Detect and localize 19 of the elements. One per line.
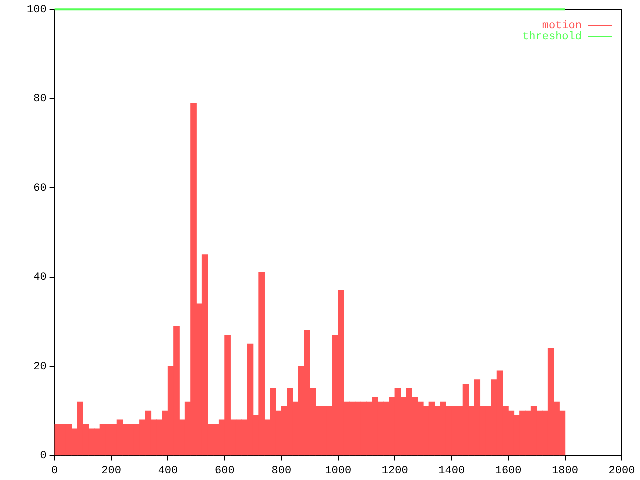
x-tick-label: 2000 (608, 465, 636, 478)
x-tick-label: 1200 (382, 465, 408, 478)
x-tick-label: 200 (102, 465, 122, 478)
x-tick-label: 0 (52, 465, 58, 478)
y-tick-label: 60 (34, 182, 47, 195)
y-tick-label: 0 (40, 450, 47, 463)
y-tick-label: 20 (34, 361, 47, 374)
y-tick-label: 100 (26, 4, 47, 17)
x-tick-label: 800 (272, 465, 292, 478)
x-tick-label: 1400 (438, 465, 466, 478)
x-tick-label: 1000 (325, 465, 352, 478)
y-tick-label: 40 (34, 272, 47, 284)
y-tick-label: 80 (34, 94, 47, 106)
legend-label: motion (542, 20, 582, 33)
x-tick-label: 1600 (495, 465, 522, 478)
x-tick-label: 1800 (552, 465, 578, 478)
x-tick-label: 600 (215, 465, 235, 478)
legend-label: threshold (522, 32, 582, 44)
x-tick-label: 400 (158, 465, 178, 478)
